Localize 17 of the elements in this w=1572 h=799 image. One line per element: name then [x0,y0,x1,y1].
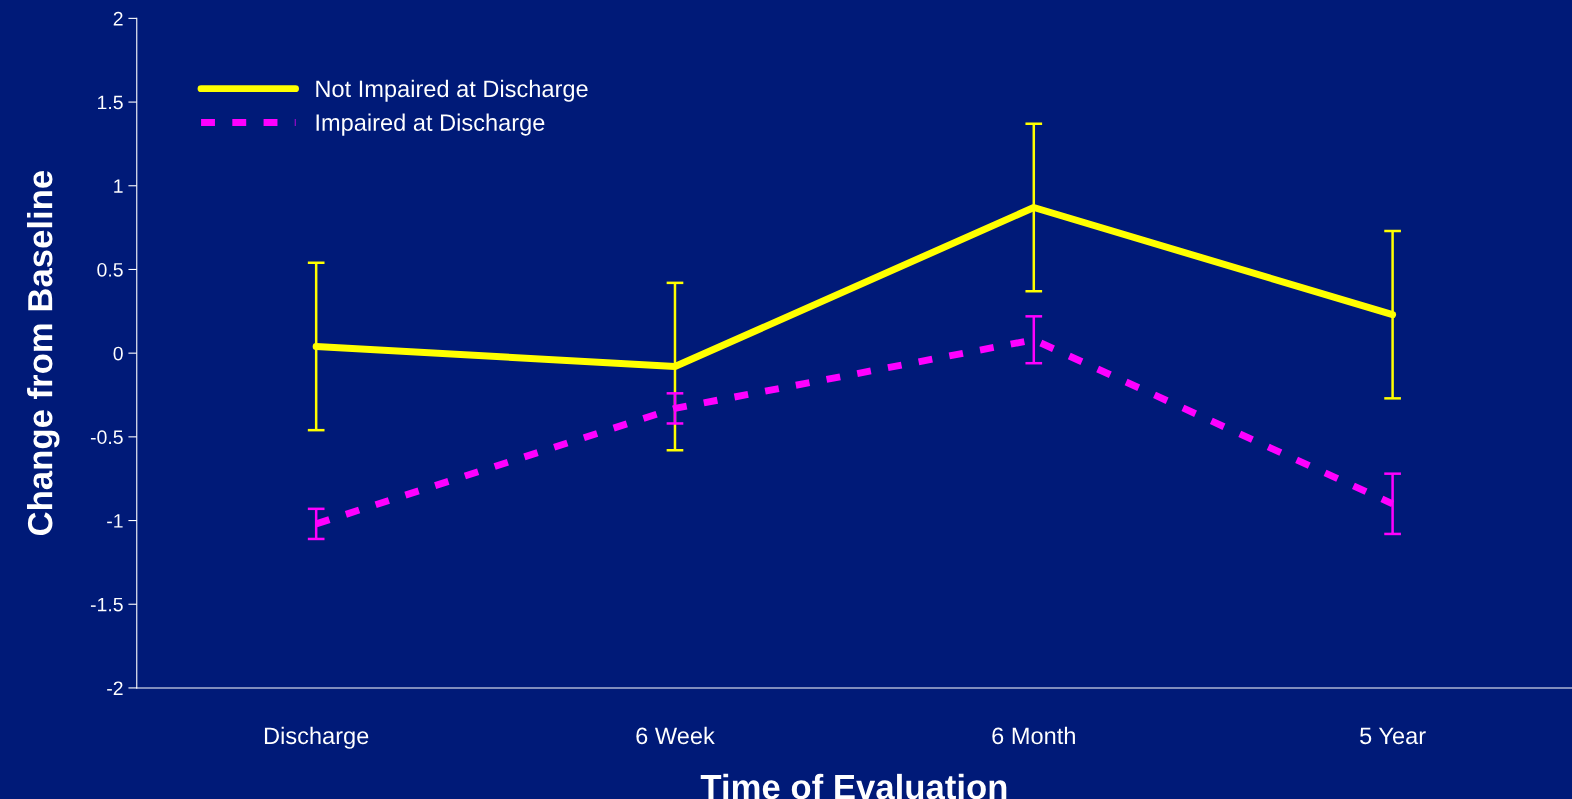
x-tick-label: 5 Year [1360,727,1426,745]
y-tick-label: -1 [107,514,123,528]
y-tick-label: 0 [113,346,123,361]
x-tick-label: 6 Month [992,726,1075,745]
y-tick-label: 1 [114,179,123,193]
y-tick-label: -0.5 [90,430,123,445]
x-tick-label: Discharge [264,726,369,749]
y-tick-label: 1.5 [98,95,123,110]
y-tick-label: 0.5 [97,262,123,277]
legend-label: Impaired at Discharge [316,113,545,136]
legend-label: Not Impaired at Discharge [316,79,588,102]
x-axis-title: Time of Evaluation [700,773,1007,799]
y-tick-label: -2 [107,681,123,695]
y-tick-label: 2 [113,11,123,26]
y-axis-title: Change from Baseline [26,171,60,536]
y-tick-label: -1.5 [90,597,123,612]
x-tick-label: 6 Week [636,726,715,745]
